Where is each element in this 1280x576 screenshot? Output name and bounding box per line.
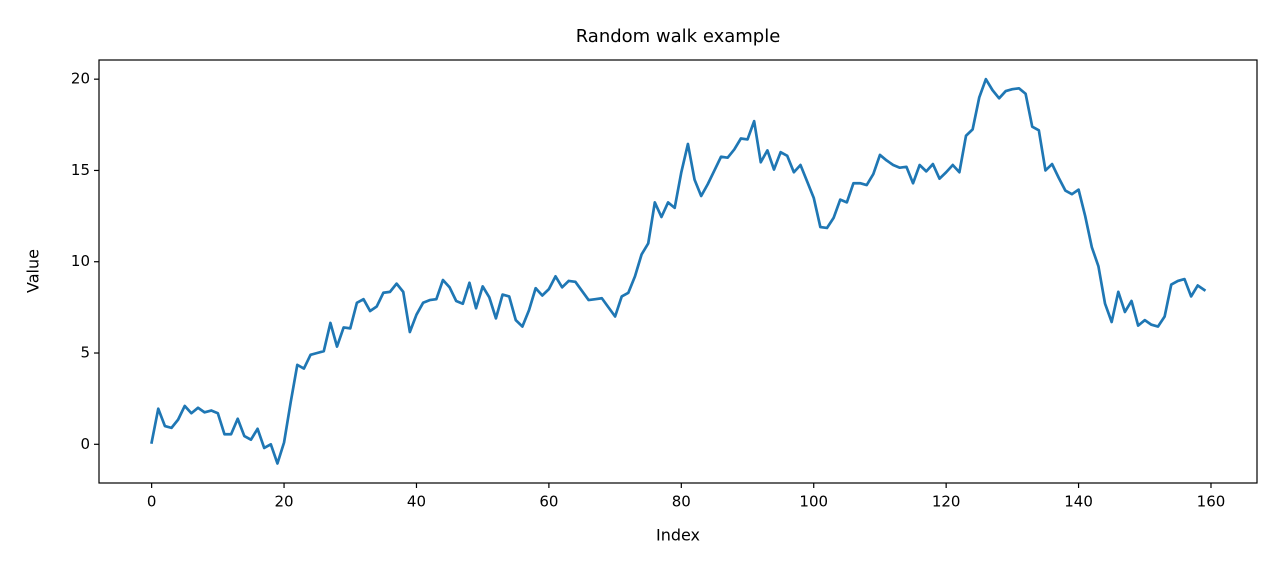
y-tick-label: 10 [71, 252, 90, 270]
plot-frame [98, 59, 1258, 484]
data-line [150, 77, 1207, 465]
x-tick-label: 120 [932, 493, 961, 511]
x-tick-label: 0 [147, 493, 157, 511]
x-axis-label: Index [656, 526, 700, 545]
y-tick-label: 15 [71, 161, 90, 179]
y-tick-label: 0 [80, 435, 90, 453]
x-tick-label: 60 [539, 493, 558, 511]
y-tick-label: 5 [80, 344, 90, 362]
x-tick-label: 80 [672, 493, 691, 511]
x-tick-label: 40 [407, 493, 426, 511]
x-tick-label: 100 [799, 493, 828, 511]
x-tick-label: 140 [1064, 493, 1093, 511]
x-tick-label: 160 [1197, 493, 1226, 511]
x-tick-label: 20 [275, 493, 294, 511]
chart-title: Random walk example [576, 26, 781, 47]
y-tick-label: 20 [71, 70, 90, 88]
y-axis-label: Value [24, 249, 43, 293]
